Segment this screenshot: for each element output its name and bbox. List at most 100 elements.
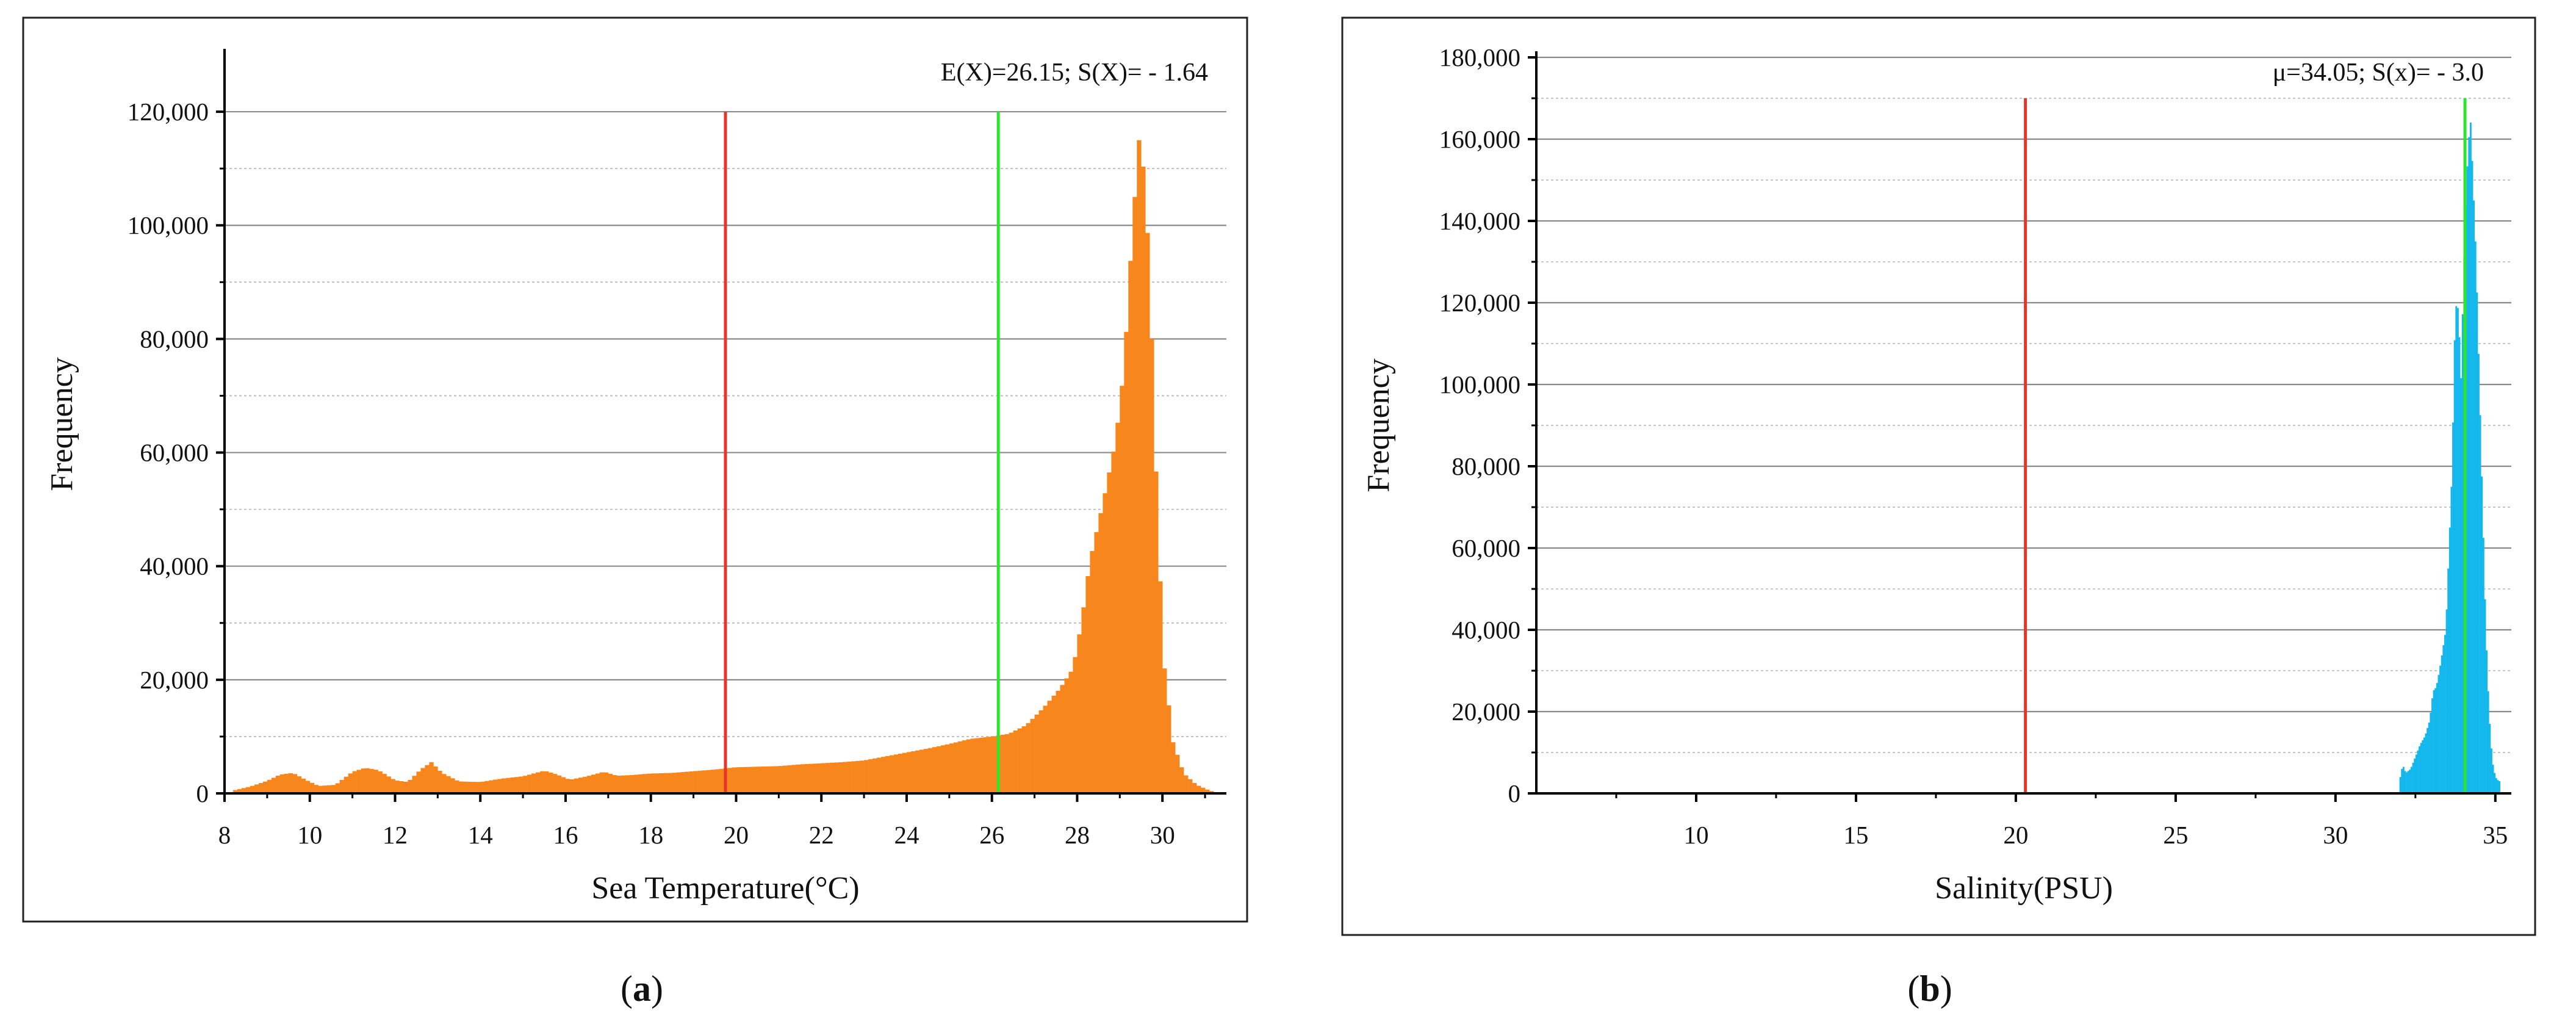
histogram-bar [1192, 782, 1197, 793]
histogram-bar [808, 763, 813, 793]
histogram-bar [847, 761, 852, 793]
x-tick-label: 26 [979, 821, 1004, 849]
histogram-bar [2410, 767, 2412, 793]
histogram-bar [2420, 743, 2422, 793]
histogram-bar [502, 778, 506, 793]
histogram-bar [783, 765, 788, 793]
histogram-bar [586, 776, 592, 793]
histogram-bar [339, 780, 344, 793]
histogram-bar [646, 773, 652, 793]
histogram-bar [2415, 754, 2417, 793]
histogram-bar [1128, 261, 1133, 794]
histogram-bar [1000, 735, 1005, 793]
histogram-bar [1030, 718, 1035, 793]
histogram-bar [245, 787, 251, 793]
chart-frame [1341, 16, 2536, 936]
histogram-bar [680, 772, 685, 793]
histogram-bar [2434, 688, 2437, 793]
histogram-bars [232, 140, 1223, 794]
histogram-bar [923, 749, 929, 793]
statistics-annotation: E(X)=26.15; S(X)= - 1.64 [941, 59, 1208, 87]
histogram-bar [416, 771, 421, 793]
histogram-bar [1056, 690, 1060, 793]
histogram-bar [2469, 122, 2472, 793]
histogram-bar [727, 768, 732, 793]
histogram-bar [2436, 683, 2438, 793]
histogram-bar [2437, 674, 2440, 793]
histogram-bar [455, 780, 459, 793]
histogram-bar [331, 785, 336, 793]
histogram-bar [493, 779, 498, 793]
histogram-bar [2447, 568, 2450, 793]
histogram-bar [693, 771, 698, 793]
histogram-bar [2499, 781, 2500, 793]
histogram-bar [540, 771, 545, 793]
histogram-bar [241, 788, 246, 793]
histogram-bar [885, 756, 890, 793]
y-tick-label: 40,000 [140, 552, 209, 580]
histogram-bar [267, 779, 272, 793]
histogram-bar [757, 767, 762, 793]
histogram-bar [322, 785, 327, 793]
histogram-bar [629, 774, 635, 793]
histogram-bar [1009, 732, 1013, 793]
histogram-bar [2428, 722, 2430, 793]
x-tick-label: 25 [2163, 821, 2188, 849]
histogram-bar [2444, 635, 2446, 793]
histogram-bar [1094, 532, 1099, 793]
histogram-bar [314, 785, 319, 793]
histogram-bar [714, 769, 719, 793]
histogram-bar [826, 763, 830, 793]
histogram-bar [2407, 771, 2409, 793]
x-tick-label: 28 [1065, 821, 1090, 849]
histogram-bar [1107, 472, 1112, 793]
histogram-bar [250, 785, 255, 793]
histogram-bar [1167, 705, 1171, 793]
histogram-bar [1068, 671, 1073, 793]
x-tick-label: 10 [297, 821, 322, 849]
histogram-bar [2473, 200, 2475, 793]
histogram-bar [974, 738, 980, 793]
histogram-bar [2448, 527, 2451, 793]
histogram-bar [2460, 378, 2463, 793]
histogram-bar [890, 755, 894, 793]
histogram-bar [1073, 657, 1078, 793]
histogram-bar [2412, 762, 2414, 793]
histogram-bar [710, 770, 715, 793]
histogram-bar [864, 760, 869, 793]
histogram-bar [476, 782, 481, 793]
y-tick-label: 180,000 [1439, 43, 1520, 71]
histogram-bar [271, 778, 276, 793]
histogram-bar [877, 757, 882, 793]
histogram-bar [796, 764, 801, 793]
histogram-bar [1098, 513, 1103, 793]
histogram-bar [386, 776, 391, 793]
histogram-bar [872, 758, 877, 793]
histogram-bar [450, 778, 455, 793]
histogram-bar [403, 781, 408, 793]
histogram-bar [344, 776, 348, 793]
histogram-bar [2402, 767, 2405, 793]
histogram-bar [2442, 645, 2445, 793]
histogram-bar [2423, 737, 2425, 793]
histogram-bar [2477, 353, 2480, 793]
histogram-bar [1026, 723, 1031, 793]
histogram-bar [753, 767, 758, 793]
histogram-bar [906, 752, 912, 793]
histogram-bar [292, 774, 298, 793]
histogram-bar [527, 774, 532, 793]
x-tick-label: 24 [894, 821, 919, 849]
histogram-bar [578, 778, 583, 793]
x-tick-label: 8 [218, 821, 231, 849]
histogram-bar [689, 771, 694, 793]
histogram-bar [621, 775, 626, 793]
histogram-bar [1017, 728, 1022, 793]
histogram-bar [851, 761, 856, 793]
histogram-bar [365, 768, 370, 793]
histogram-bar [1162, 668, 1167, 793]
histogram-bar [608, 773, 613, 793]
histogram-bar [676, 772, 681, 793]
histogram-bar [779, 766, 783, 793]
histogram-bar [1201, 787, 1206, 793]
histogram-bar [650, 773, 656, 793]
